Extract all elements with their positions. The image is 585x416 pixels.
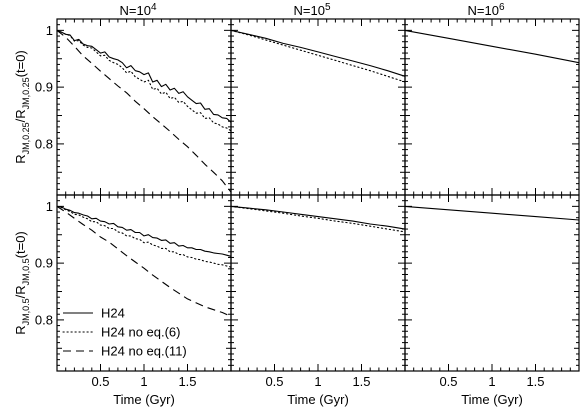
series-line-solid-r1-c1 <box>56 29 232 123</box>
x-axis-label: Time (Gyr) <box>461 392 523 407</box>
column-title: N=106 <box>467 2 504 18</box>
y-axis-label-part: /R <box>13 285 28 298</box>
column-title-base: N=10 <box>119 3 150 18</box>
x-tick-label: 0.5 <box>91 374 109 389</box>
y-tick-label: 0.9 <box>35 256 53 271</box>
series-line-solid-r1-c2 <box>230 29 406 77</box>
x-tick-label: 0.5 <box>265 374 283 389</box>
series-line-dashed-r1-c1 <box>56 29 232 193</box>
y-axis-label-part: (t=0) <box>13 231 28 258</box>
series-line-dotted-r2-c2 <box>230 205 406 233</box>
series-line-solid-r1-c3 <box>404 29 580 64</box>
legend-label: H24 <box>101 306 125 321</box>
y-axis-label: RJM,0.25/RJM,0.25(t=0) <box>13 50 31 164</box>
x-axis-label: Time (Gyr) <box>287 392 349 407</box>
x-tick-label: 1.5 <box>352 374 370 389</box>
series-line-solid-r2-c1 <box>56 205 232 257</box>
column-title-exponent: 5 <box>325 2 331 13</box>
y-axis-label-part: JM,0.5 <box>21 298 31 325</box>
panel-frame-r1-c2 <box>230 18 406 196</box>
series-line-dotted-r1-c1 <box>56 29 232 132</box>
legend-label: H24 no eq.(6) <box>101 325 181 340</box>
x-tick-label: 1.5 <box>526 374 544 389</box>
column-title: N=104 <box>119 2 156 18</box>
y-tick-label: 0.9 <box>35 80 53 95</box>
panel-frame-r2-c3 <box>404 194 580 372</box>
y-tick-label: 0.8 <box>35 312 53 327</box>
y-axis-label: RJM,0.5/RJM,0.5(t=0) <box>13 231 31 335</box>
x-tick-label: 1 <box>314 374 321 389</box>
y-axis-label-part: JM,0.5 <box>21 258 31 285</box>
x-tick-label: 1 <box>488 374 495 389</box>
y-tick-label: 1 <box>46 23 53 38</box>
column-title: N=105 <box>293 2 330 18</box>
y-tick-label: 1 <box>46 199 53 214</box>
y-axis-label-part: JM,0.25 <box>21 77 31 109</box>
panel-frame-r2-c2 <box>230 194 406 372</box>
x-tick-label: 1 <box>140 374 147 389</box>
series-line-solid-r2-c2 <box>230 205 406 230</box>
x-tick-label: 0.5 <box>439 374 457 389</box>
x-axis-label: Time (Gyr) <box>113 392 175 407</box>
y-axis-label-part: /R <box>13 109 28 122</box>
y-axis-label-part: R <box>13 154 28 163</box>
column-title-base: N=10 <box>467 3 498 18</box>
x-tick-label: 1.5 <box>178 374 196 389</box>
legend-label: H24 no eq.(11) <box>101 344 187 359</box>
y-tick-label: 0.8 <box>35 136 53 151</box>
series-line-dotted-r2-c1 <box>56 205 232 268</box>
y-axis-label-part: JM,0.25 <box>21 122 31 154</box>
column-title-exponent: 6 <box>499 2 505 13</box>
y-axis-label-part: R <box>13 325 28 334</box>
y-axis-label-part: (t=0) <box>13 50 28 77</box>
series-line-solid-r2-c3 <box>404 205 580 221</box>
panel-frame-r1-c3 <box>404 18 580 196</box>
column-title-exponent: 4 <box>151 2 157 13</box>
column-title-base: N=10 <box>293 3 324 18</box>
series-line-dotted-r1-c2 <box>230 29 406 83</box>
series-line-dashed-r2-c1 <box>56 205 232 317</box>
